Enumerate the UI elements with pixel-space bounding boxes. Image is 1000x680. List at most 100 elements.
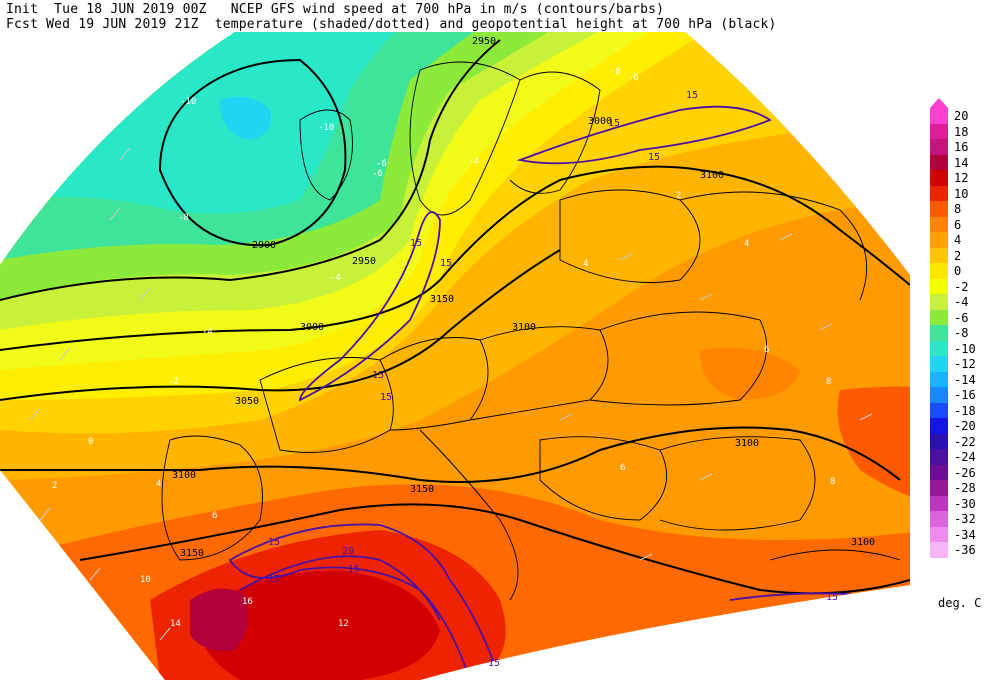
legend-swatch bbox=[930, 247, 948, 264]
legend-label: -32 bbox=[954, 512, 976, 526]
height-label: 3000 bbox=[588, 116, 612, 127]
height-label: 3150 bbox=[410, 484, 434, 495]
temp-label: 2 bbox=[52, 481, 57, 491]
legend-swatch bbox=[930, 511, 948, 527]
legend-label: -18 bbox=[954, 403, 976, 418]
temp-label: 8 bbox=[830, 477, 835, 487]
temp-label: -6 bbox=[628, 73, 639, 83]
legend-label: 6 bbox=[954, 217, 962, 232]
wind-label-layer: 15 15 15 15 15 15 15 15 20 15 15 15 15 bbox=[268, 90, 838, 669]
wind-label: 15 bbox=[608, 118, 620, 129]
wind-label: 20 bbox=[342, 546, 354, 557]
legend-label: 10 bbox=[954, 186, 969, 201]
temp-label-layer: -10 -8 -8 -6 -6 -4 -4 -4 -2 0 2 2 4 4 6 … bbox=[52, 67, 835, 629]
wind-contours bbox=[228, 105, 861, 680]
legend-swatch bbox=[930, 495, 948, 512]
height-label: 3100 bbox=[851, 537, 875, 548]
wind-label: 15 bbox=[440, 258, 452, 269]
legend-swatch bbox=[930, 371, 948, 388]
legend-label: -4 bbox=[954, 295, 969, 309]
height-label: 3150 bbox=[430, 294, 454, 305]
height-label: 3000 bbox=[300, 322, 324, 333]
wind-label: 15 bbox=[372, 370, 384, 381]
temp-label: 4 bbox=[156, 479, 161, 489]
temp-label: 16 bbox=[242, 597, 253, 607]
legend-units: deg. C bbox=[938, 596, 982, 610]
legend-swatch bbox=[930, 418, 948, 434]
legend-swatch bbox=[930, 123, 948, 140]
legend-label: 18 bbox=[954, 124, 969, 139]
temp-label: 8 bbox=[826, 377, 831, 387]
temp-label: 6 bbox=[764, 345, 769, 355]
temp-label: 4 bbox=[744, 239, 749, 249]
height-label: 3100 bbox=[700, 170, 724, 181]
legend-swatch bbox=[930, 542, 948, 558]
legend-label: -14 bbox=[954, 372, 976, 387]
temp-label: -6 bbox=[372, 169, 383, 179]
legend-label: -16 bbox=[954, 388, 976, 402]
height-label: 3100 bbox=[172, 470, 196, 481]
temp-label: -6 bbox=[376, 159, 387, 169]
legend-label: -10 bbox=[954, 341, 976, 356]
legend-swatch bbox=[930, 263, 948, 279]
wind-label: 15 bbox=[826, 592, 838, 603]
legend-swatch bbox=[930, 402, 948, 419]
legend-swatch bbox=[930, 139, 948, 155]
legend-swatch bbox=[930, 449, 948, 465]
legend-label: 16 bbox=[954, 140, 969, 154]
temp-label: -4 bbox=[468, 157, 479, 167]
legend-swatch bbox=[930, 278, 948, 295]
legend-arrow-up-icon bbox=[930, 98, 948, 108]
legend-swatch bbox=[930, 433, 948, 450]
wind-label: 15 bbox=[268, 574, 280, 585]
temp-label: -2 bbox=[168, 377, 179, 387]
legend-label: -22 bbox=[954, 434, 976, 449]
legend-label: 12 bbox=[954, 171, 969, 185]
temp-label: 2 bbox=[676, 191, 681, 201]
temp-band-14 bbox=[190, 588, 249, 651]
wind-label: 15 bbox=[488, 658, 500, 669]
legend-label: -8 bbox=[954, 326, 969, 340]
temp-band-m12 bbox=[220, 96, 271, 140]
temp-label: 6 bbox=[620, 463, 625, 473]
legend-swatch bbox=[930, 340, 948, 357]
height-label: 3050 bbox=[235, 396, 259, 407]
legend-swatch bbox=[930, 480, 948, 496]
legend-label: 8 bbox=[954, 202, 962, 216]
legend-swatch bbox=[930, 170, 948, 186]
wind-label: 15 bbox=[410, 238, 422, 249]
legend-swatch bbox=[930, 356, 948, 372]
legend-swatch bbox=[930, 294, 948, 310]
legend-label: 14 bbox=[954, 155, 969, 170]
legend-label: 20 bbox=[954, 109, 969, 123]
wind-label: 15 bbox=[268, 537, 280, 548]
temp-label: -4 bbox=[202, 327, 213, 337]
header-line-forecast: Fcst Wed 19 JUN 2019 21Z temperature (sh… bbox=[6, 17, 777, 32]
temp-label: 0 bbox=[88, 437, 93, 447]
legend-swatch bbox=[930, 325, 948, 341]
legend-swatch bbox=[930, 526, 948, 543]
wind-label: 15 bbox=[686, 90, 698, 101]
legend-label: -12 bbox=[954, 357, 976, 371]
legend-swatch bbox=[930, 309, 948, 326]
header-line-init: Init Tue 18 JUN 2019 00Z NCEP GFS wind s… bbox=[6, 2, 665, 17]
temp-label: -10 bbox=[180, 97, 196, 107]
temp-label: -8 bbox=[178, 213, 189, 223]
temp-label: 14 bbox=[170, 619, 181, 629]
legend-label: -28 bbox=[954, 481, 976, 495]
legend-label: -24 bbox=[954, 450, 976, 464]
temp-band-6-central bbox=[700, 347, 800, 400]
height-contours bbox=[0, 39, 910, 595]
legend-swatch bbox=[930, 201, 948, 217]
temp-label: 12 bbox=[338, 619, 349, 629]
temp-label: -10 bbox=[318, 123, 334, 133]
temp-label: -4 bbox=[330, 273, 341, 283]
temp-label: 4 bbox=[583, 259, 588, 269]
height-label: 3100 bbox=[512, 322, 536, 333]
legend-label: 0 bbox=[954, 264, 962, 278]
height-label: 3100 bbox=[735, 438, 759, 449]
temp-label: 6 bbox=[212, 511, 217, 521]
legend-label: -2 bbox=[954, 279, 969, 294]
height-label-layer: 2950 2900 2950 3000 3050 3100 3150 3100 … bbox=[172, 36, 875, 559]
wind-label: 15 bbox=[380, 392, 392, 403]
